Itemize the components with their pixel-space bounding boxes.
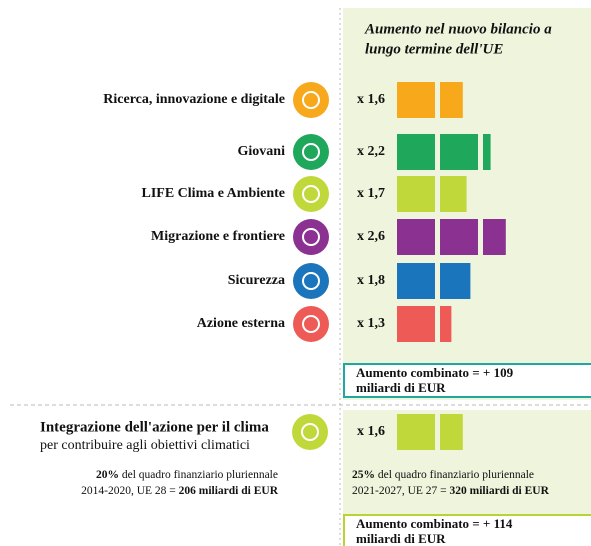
- bar-block: [440, 176, 467, 212]
- value-label: x 2,6: [357, 229, 385, 244]
- note-part: del quadro finanziario pluriennale: [119, 469, 278, 481]
- note-part: 20%: [96, 469, 119, 481]
- note: 25% del quadro finanziario pluriennale: [352, 469, 534, 481]
- bar-block: [440, 82, 463, 118]
- climate-subtitle: per contribuire agli obiettivi climatici: [40, 438, 250, 453]
- combined-text: Aumento combinato = + 114: [356, 516, 513, 531]
- icon: [293, 263, 329, 299]
- value-label: x 1,6: [357, 424, 385, 439]
- combined-text: Aumento combinato = + 109: [356, 365, 514, 380]
- bar-block: [397, 176, 435, 212]
- category-label: Ricerca, innovazione e digitale: [103, 92, 285, 107]
- combined-box: [343, 363, 591, 398]
- bar-block: [483, 134, 491, 170]
- title: Aumento nel nuovo bilancio a: [364, 21, 552, 37]
- combined-text: miliardi di EUR: [356, 380, 446, 395]
- note-part: 25%: [352, 469, 375, 481]
- icon: [293, 306, 329, 342]
- icon: [293, 219, 329, 255]
- icon-detail: [302, 143, 320, 161]
- bar-block: [397, 306, 435, 342]
- note-part: 320 miliardi di EUR: [450, 485, 550, 497]
- value-label: x 2,2: [357, 144, 385, 159]
- note-part: 2021-2027, UE 27 =: [352, 485, 450, 497]
- note-part: del quadro finanziario pluriennale: [375, 469, 534, 481]
- icon: [293, 134, 329, 170]
- note: 20% del quadro finanziario pluriennale: [96, 469, 278, 481]
- icon-detail: [302, 91, 320, 109]
- icon-detail: [301, 423, 319, 441]
- bar-block: [397, 219, 435, 255]
- bar-block: [397, 82, 435, 118]
- category-label: Giovani: [238, 144, 286, 159]
- bar-block: [440, 414, 463, 450]
- combined-text: miliardi di EUR: [356, 531, 446, 546]
- bar-block: [440, 263, 471, 299]
- category-label: LIFE Clima e Ambiente: [142, 186, 286, 201]
- combined-box: [343, 514, 591, 546]
- icon-detail: [302, 228, 320, 246]
- note-part: 206 miliardi di EUR: [179, 485, 279, 497]
- category-label: Sicurezza: [228, 273, 285, 288]
- icon-detail: [302, 185, 320, 203]
- value-label: x 1,3: [357, 316, 385, 331]
- bar-block: [397, 414, 435, 450]
- icon: [293, 82, 329, 118]
- icon: [293, 176, 329, 212]
- panel: [343, 8, 591, 400]
- category-label: Migrazione e frontiere: [151, 229, 285, 244]
- note-part: 2014-2020, UE 28 =: [81, 485, 179, 497]
- note: 2021-2027, UE 27 = 320 miliardi di EUR: [352, 485, 550, 497]
- bar-block: [397, 263, 435, 299]
- value-label: x 1,6: [357, 92, 385, 107]
- icon-detail: [302, 272, 320, 290]
- note: 2014-2020, UE 28 = 206 miliardi di EUR: [81, 485, 279, 497]
- title: lungo termine dell'UE: [365, 41, 503, 57]
- value-label: x 1,8: [357, 273, 385, 288]
- bar-block: [440, 219, 478, 255]
- climate-title: Integrazione dell'azione per il clima: [40, 419, 269, 435]
- value-label: x 1,7: [357, 186, 385, 201]
- bar-block: [440, 134, 478, 170]
- icon: [292, 414, 328, 450]
- category-label: Azione esterna: [197, 316, 285, 331]
- bar-block: [397, 134, 435, 170]
- bar-block: [440, 306, 452, 342]
- icon-detail: [302, 315, 320, 333]
- bar-block: [483, 219, 506, 255]
